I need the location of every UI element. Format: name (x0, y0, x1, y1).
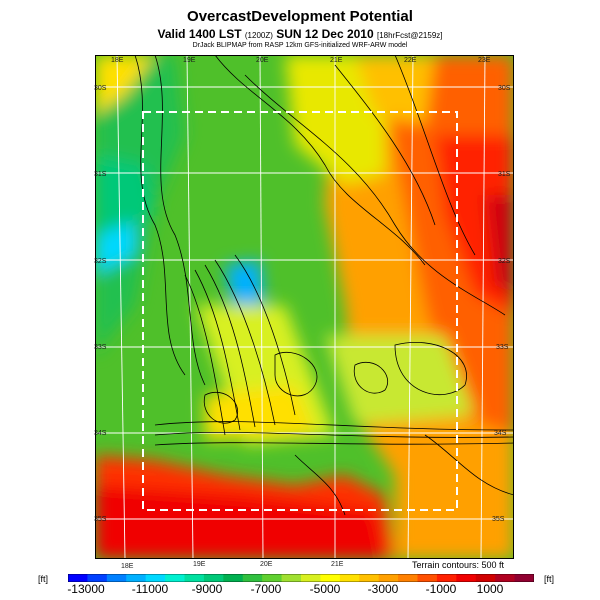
map-frame (95, 55, 514, 559)
top-lon-label: 19E (183, 57, 196, 64)
graticule (95, 55, 514, 559)
utc-time: (1200Z) (244, 31, 273, 40)
right-lat-label: 32S (498, 258, 511, 265)
colorbar-swatch (281, 574, 302, 582)
colorbar-swatch (165, 574, 185, 582)
colorbar-tick-label: -11000 (131, 582, 169, 596)
colorbar-tick-label: -1000 (425, 582, 457, 596)
valid-time: Valid 1400 LST (157, 27, 242, 41)
right-lat-label: 34S (494, 430, 507, 437)
colorbar-swatch (378, 574, 399, 582)
colorbar-swatch (184, 574, 205, 582)
left-lat-label: 34S (94, 430, 107, 437)
colorbar-swatch (398, 574, 418, 582)
colorbar-swatch (359, 574, 380, 582)
bottom-lon-label: 20E (260, 561, 273, 568)
colorbar-unit-left: [ft] (38, 574, 49, 584)
colorbar-swatch (339, 574, 360, 582)
forecast-info: [18hrFcst@2159z] (377, 31, 443, 40)
colorbar-swatch (242, 574, 263, 582)
chart-subtitle: Valid 1400 LST (1200Z) SUN 12 Dec 2010 [… (0, 27, 600, 41)
colorbar-tick-label: -3000 (367, 582, 399, 596)
right-lat-label: 33S (496, 344, 509, 351)
terrain-contour-note: Terrain contours: 500 ft (411, 560, 504, 570)
colorbar-tick-label: -7000 (250, 582, 282, 596)
colorbar-swatch (223, 574, 244, 582)
right-lat-label: 30S (498, 85, 511, 92)
left-lat-label: 32S (94, 258, 107, 265)
colorbar-tick-label: 1000 (476, 582, 504, 596)
right-lat-label: 31S (498, 171, 511, 178)
bottom-lon-label: 21E (331, 561, 344, 568)
left-lat-label: 30S (94, 85, 107, 92)
colorbar-swatch (436, 574, 457, 582)
top-lon-label: 18E (111, 57, 124, 64)
left-lat-label: 31S (94, 171, 107, 178)
chart-title: OvercastDevelopment Potential (187, 8, 413, 25)
colorbar-swatch (475, 574, 496, 582)
colorbar-swatch (87, 574, 108, 582)
model-credit: DrJack BLIPMAP from RASP 12km GFS-initia… (192, 42, 408, 49)
inner-domain-box (142, 111, 458, 511)
bottom-lon-label: 18E (121, 563, 134, 570)
left-lat-label: 33S (94, 344, 107, 351)
colorbar-swatch (514, 574, 534, 582)
forecast-map (95, 55, 514, 559)
colorbar-swatch (456, 574, 477, 582)
right-lat-label: 35S (492, 516, 505, 523)
colorbar-swatch (417, 574, 438, 582)
top-lon-label: 20E (256, 57, 269, 64)
colorbar-swatch (495, 574, 516, 582)
top-lon-label: 22E (404, 57, 417, 64)
bottom-lon-label: 19E (193, 561, 206, 568)
colorbar-swatch (145, 574, 166, 582)
top-lon-label: 21E (330, 57, 343, 64)
colorbar-swatch (203, 574, 224, 582)
colorbar-swatch (262, 574, 283, 582)
colorbar-tick-label: -13000 (67, 582, 105, 596)
colorbar-swatch (320, 574, 341, 582)
colorbar-swatch (301, 574, 321, 582)
terrain-contours (134, 55, 514, 516)
colorbar-swatch (106, 574, 127, 582)
colorbar (68, 574, 534, 582)
top-lon-label: 23E (478, 57, 491, 64)
colorbar-tick-label: -5000 (309, 582, 341, 596)
colorbar-unit-right: [ft] (544, 574, 555, 584)
left-lat-label: 35S (94, 516, 107, 523)
color-field (95, 55, 514, 559)
colorbar-swatch (68, 574, 88, 582)
valid-date: SUN 12 Dec 2010 (276, 27, 374, 41)
colorbar-tick-label: -9000 (191, 582, 223, 596)
colorbar-swatch (126, 574, 147, 582)
